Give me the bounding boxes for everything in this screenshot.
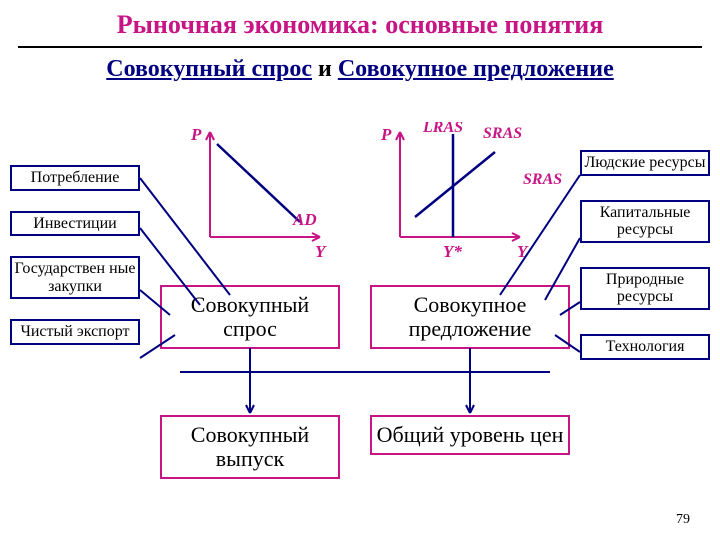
svg-text:Y: Y [315, 242, 327, 261]
factor-netexport: Чистый экспорт [10, 319, 140, 345]
svg-text:P: P [380, 125, 392, 144]
factor-gov: Государствен ные закупки [10, 256, 140, 299]
factor-technology: Технология [580, 334, 710, 360]
factor-labor: Людские ресурсы [580, 150, 710, 176]
left-factors-column: Потребление Инвестиции Государствен ные … [10, 165, 140, 365]
box-price-level: Общий уровень цен [370, 415, 570, 455]
box-aggregate-demand: Совокупный спрос [160, 285, 340, 349]
ad-chart: P Y AD [185, 122, 335, 262]
subtitle-supply: Совокупное предложение [338, 56, 614, 82]
svg-text:SRAS: SRAS [523, 171, 562, 188]
as-chart: P Y Y* LRAS SRAS SRAS [375, 122, 565, 262]
page-number: 79 [676, 512, 690, 528]
page-title: Рыночная экономика: основные понятия [0, 0, 720, 40]
svg-text:Y: Y [517, 242, 529, 261]
subtitle: Совокупный спрос и Совокупное предложени… [0, 48, 720, 83]
svg-text:AD: AD [292, 210, 317, 229]
box-aggregate-output: Совокупный выпуск [160, 415, 340, 479]
factor-capital: Капитальные ресурсы [580, 200, 710, 243]
svg-text:Y*: Y* [443, 242, 462, 261]
subtitle-demand: Совокупный спрос [106, 56, 312, 82]
factor-consumption: Потребление [10, 165, 140, 191]
factor-natural: Природные ресурсы [580, 267, 710, 310]
factor-investment: Инвестиции [10, 211, 140, 237]
subtitle-connector: и [312, 56, 338, 82]
box-aggregate-supply: Совокупное предложение [370, 285, 570, 349]
right-factors-column: Людские ресурсы Капитальные ресурсы Прир… [580, 150, 710, 384]
svg-text:LRAS: LRAS [422, 122, 463, 136]
svg-text:SRAS: SRAS [483, 125, 522, 142]
svg-text:P: P [190, 125, 202, 144]
